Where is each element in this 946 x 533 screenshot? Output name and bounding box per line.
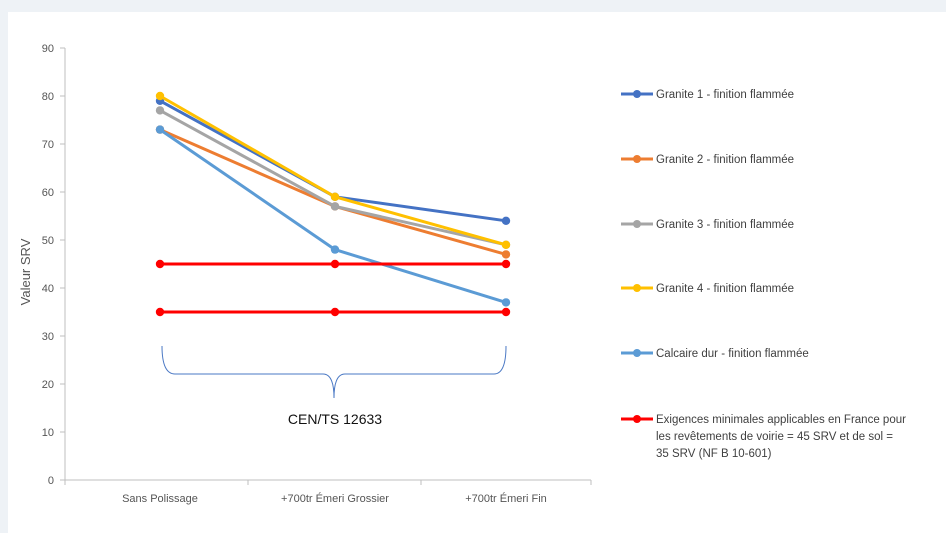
legend-label: les revêtements de voirie = 45 SRV et de… — [656, 431, 893, 443]
x-tick-label: +700tr Émeri Fin — [465, 492, 547, 505]
legend-swatch-marker — [633, 415, 641, 423]
x-axis: Sans Polissage +700tr Émeri Grossier +700t… — [64, 479, 592, 505]
data-point — [155, 91, 165, 101]
x-tick-label: Sans Polissage — [122, 493, 198, 505]
data-point — [501, 307, 511, 317]
series-line — [158, 94, 508, 247]
data-point — [330, 307, 340, 317]
data-point — [155, 106, 165, 115]
data-point — [501, 298, 511, 307]
cen-ts-bracket — [161, 345, 507, 399]
legend-label: Granite 2 - finition flammée — [656, 154, 794, 166]
data-point — [501, 250, 511, 259]
data-point — [155, 307, 165, 317]
y-tick-label: 30 — [42, 331, 54, 343]
data-point — [155, 125, 165, 134]
y-tick-label: 20 — [42, 379, 54, 391]
legend-swatch-marker — [633, 90, 641, 98]
legend-swatch-marker — [633, 349, 641, 357]
y-tick-label: 40 — [42, 283, 54, 295]
line-chart: 0 10 20 30 40 50 60 70 80 90 Sans Polissage +700tr… — [18, 43, 906, 505]
series-6 — [155, 259, 511, 269]
data-point — [330, 202, 340, 211]
legend-item: Exigences minimales applicables en Franc… — [621, 414, 906, 460]
legend-item: Granite 4 - finition flammée — [621, 283, 794, 295]
legend: Granite 1 - finition flammée Granite 2 - … — [621, 89, 906, 460]
series-4 — [155, 91, 511, 249]
y-tick-label: 90 — [42, 43, 54, 55]
y-tick-label: 0 — [48, 475, 54, 487]
data-point — [501, 216, 511, 225]
legend-item: Granite 1 - finition flammée — [621, 89, 794, 101]
legend-swatch-marker — [633, 155, 641, 163]
legend-item: Granite 3 - finition flammée — [621, 219, 794, 231]
series-5 — [155, 125, 511, 307]
legend-label: Granite 3 - finition flammée — [656, 219, 794, 231]
x-tick-label: +700tr Émeri Grossier — [281, 492, 389, 505]
y-tick-label: 60 — [42, 187, 54, 199]
y-axis: 0 10 20 30 40 50 60 70 80 90 — [42, 43, 66, 487]
legend-swatch-marker — [633, 284, 641, 292]
cen-ts-label: CEN/TS 12633 — [288, 411, 382, 427]
series-layer — [155, 91, 511, 317]
data-point — [501, 259, 511, 269]
series-7 — [155, 307, 511, 317]
y-tick-label: 80 — [42, 91, 54, 103]
y-tick-label: 50 — [42, 235, 54, 247]
series-2 — [155, 125, 511, 259]
y-axis-title: Valeur SRV — [18, 238, 33, 305]
y-tick-label: 70 — [42, 139, 54, 151]
legend-label: Granite 1 - finition flammée — [656, 89, 794, 101]
legend-swatch-marker — [633, 220, 641, 228]
data-point — [155, 259, 165, 269]
series-line — [158, 128, 508, 256]
y-tick-label: 10 — [42, 427, 54, 439]
data-point — [501, 240, 511, 249]
data-point — [330, 192, 340, 201]
legend-label: Granite 4 - finition flammée — [656, 283, 794, 295]
chart-card: 0 10 20 30 40 50 60 70 80 90 Sans Polissage +700tr… — [8, 12, 946, 533]
data-point — [330, 245, 340, 254]
legend-label: Calcaire dur - finition flammée — [656, 348, 809, 360]
legend-item: Granite 2 - finition flammée — [621, 154, 794, 166]
series-line — [158, 128, 508, 304]
legend-label: Exigences minimales applicables en Franc… — [656, 414, 906, 426]
data-point — [330, 259, 340, 269]
legend-item: Calcaire dur - finition flammée — [621, 348, 809, 360]
legend-label: 35 SRV (NF B 10-601) — [656, 448, 772, 460]
